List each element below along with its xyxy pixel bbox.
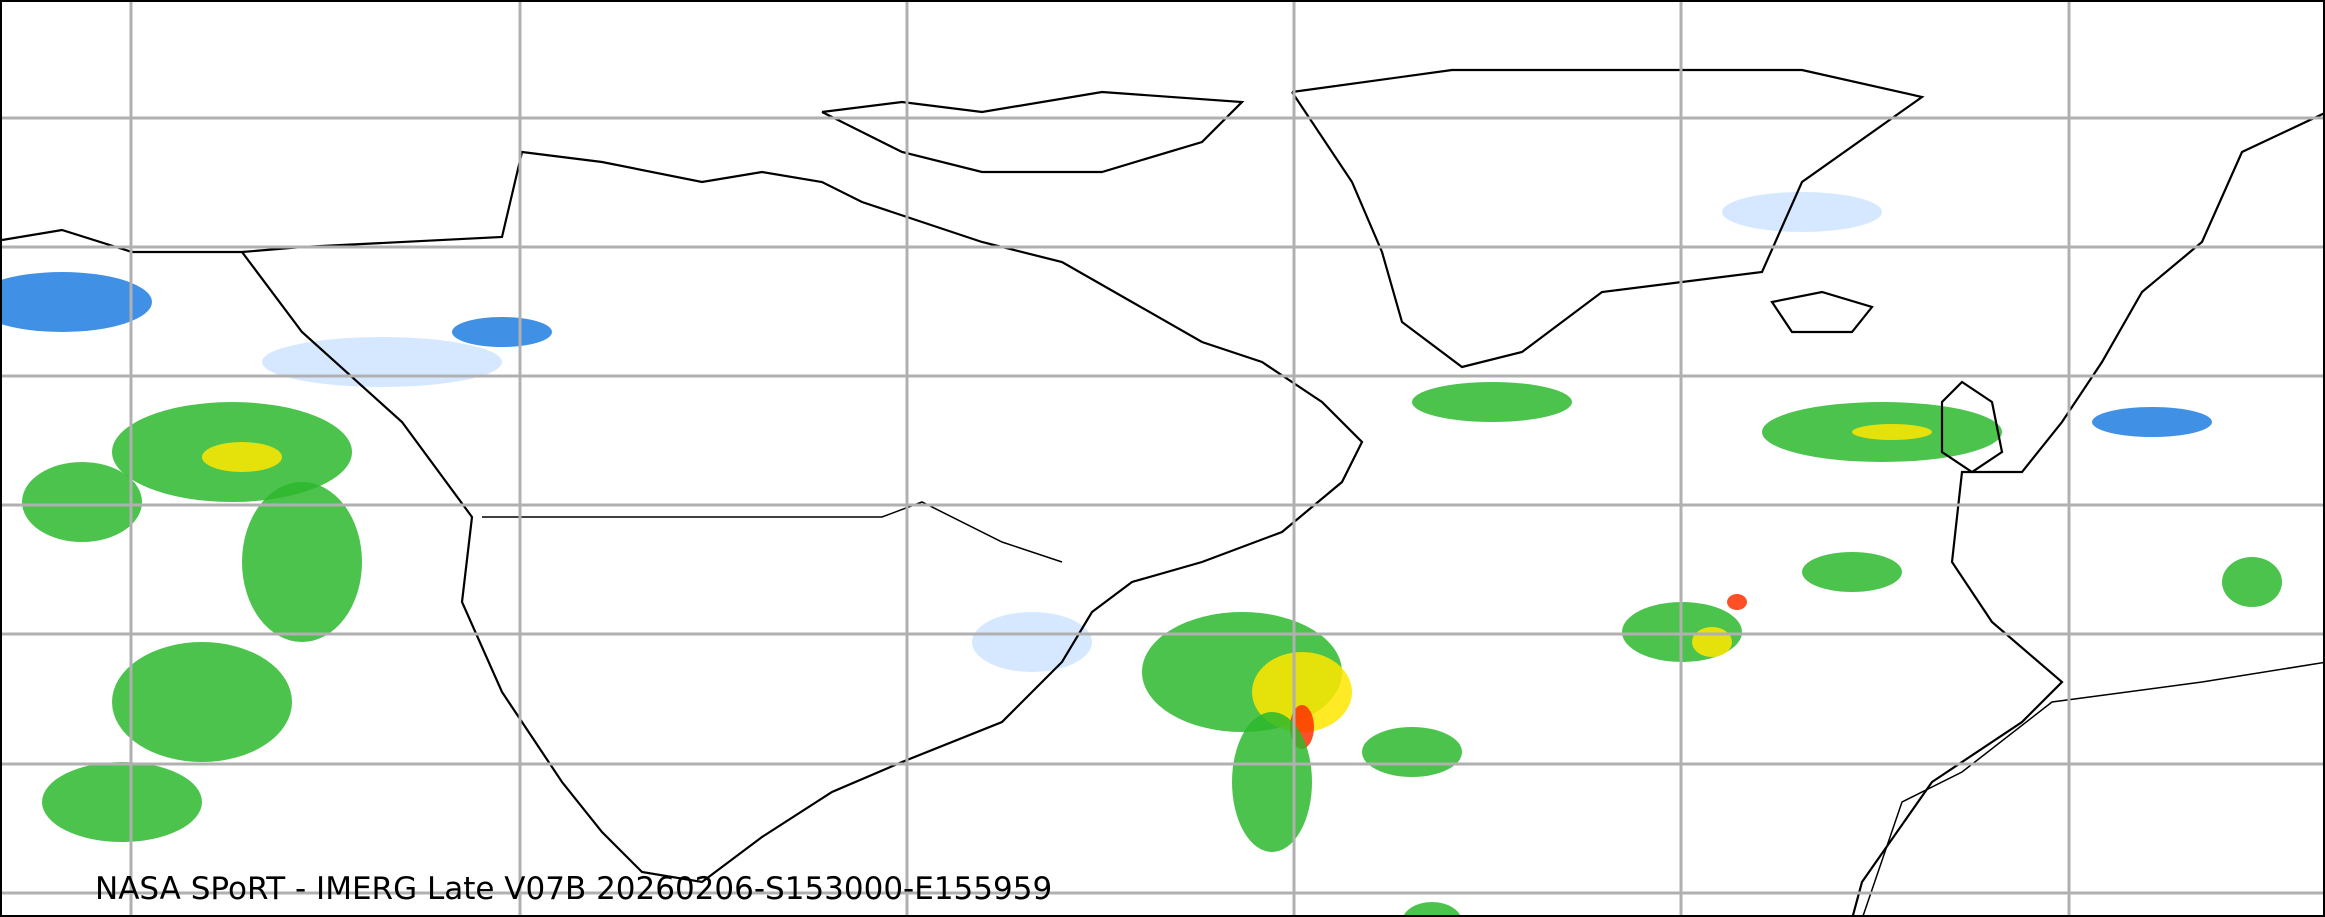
british-isles-outline	[1940, 380, 2004, 474]
greenland-outline	[1291, 68, 1925, 369]
precipitation-area	[2222, 557, 2282, 607]
precipitation-area	[2, 272, 152, 332]
precipitation-area	[1727, 594, 1747, 610]
precipitation-area	[972, 612, 1092, 672]
precipitation-layer	[2, 192, 2282, 915]
precipitation-area	[1722, 192, 1882, 232]
product-caption: NASA SPoRT - IMERG Late V07B 20260206-S1…	[95, 871, 1053, 907]
precipitation-area	[42, 762, 202, 842]
precipitation-area	[262, 337, 502, 387]
precipitation-area	[2092, 407, 2212, 437]
europe-outline	[1851, 112, 2323, 915]
arctic-islands	[821, 90, 1245, 174]
precipitation-area	[22, 462, 142, 542]
us-canada-border	[482, 501, 1063, 563]
africa-coast	[1862, 661, 2323, 915]
precipitation-area	[1802, 552, 1902, 592]
coastlines	[2, 68, 2323, 915]
precipitation-area	[1362, 727, 1462, 777]
precipitation-area	[112, 642, 292, 762]
precipitation-area	[202, 442, 282, 472]
precipitation-area	[452, 317, 552, 347]
north-america-outline	[2, 150, 1364, 884]
iceland-outline	[1770, 290, 1874, 334]
precipitation-area	[1852, 424, 1932, 440]
precipitation-area	[242, 482, 362, 642]
precipitation-area	[1252, 652, 1352, 732]
precipitation-area	[1412, 382, 1572, 422]
precipitation-area	[1232, 712, 1312, 852]
precipitation-area	[1403, 902, 1461, 915]
precipitation-area	[1692, 627, 1732, 657]
